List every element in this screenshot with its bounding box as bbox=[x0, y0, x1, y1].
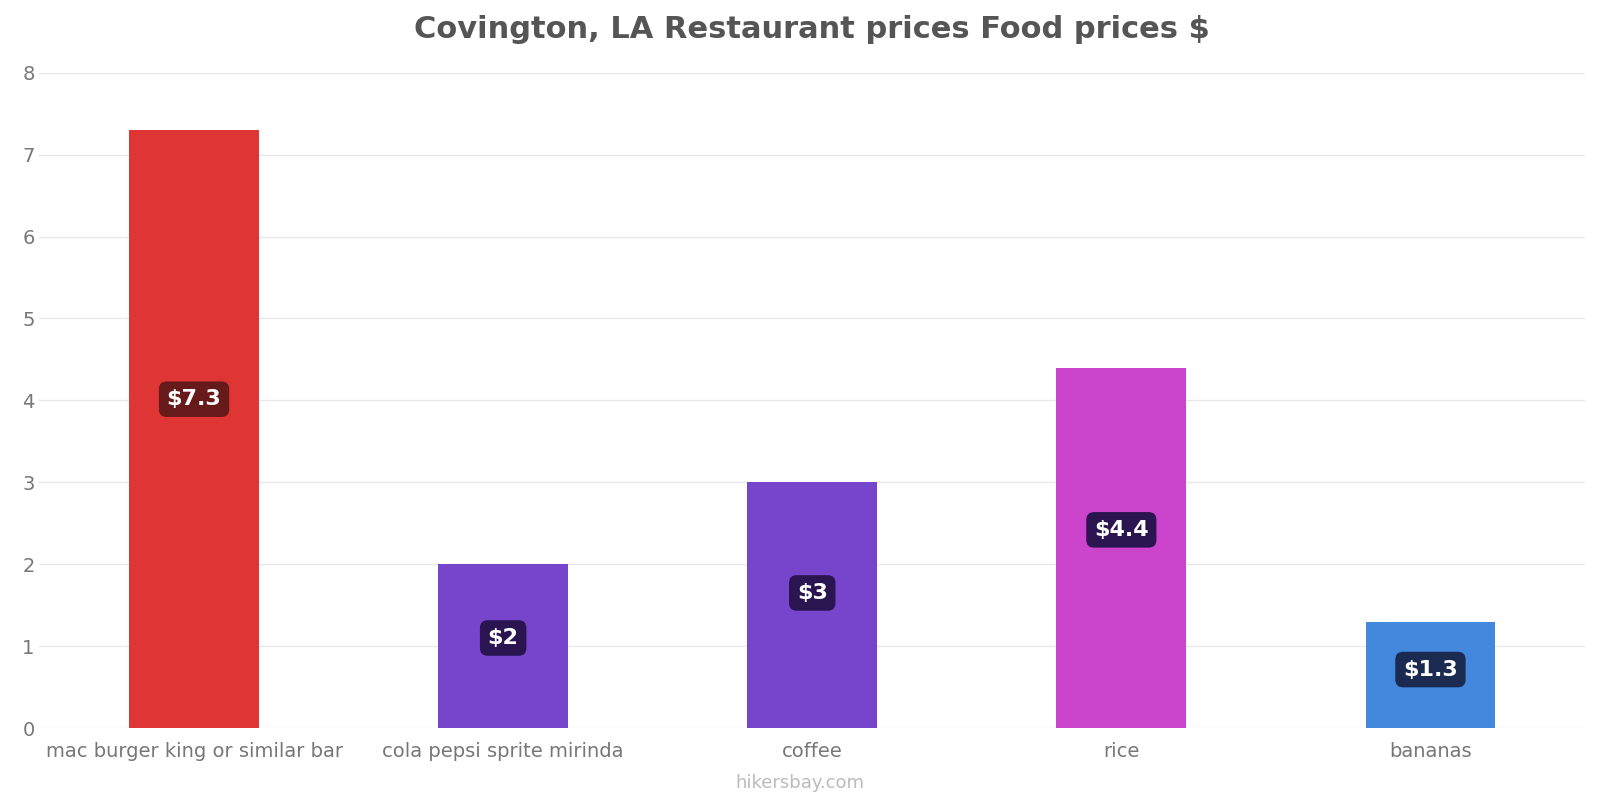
Title: Covington, LA Restaurant prices Food prices $: Covington, LA Restaurant prices Food pri… bbox=[414, 15, 1210, 44]
Bar bbox=[1056, 368, 1186, 728]
Text: $7.3: $7.3 bbox=[166, 389, 221, 409]
Text: $2: $2 bbox=[488, 628, 518, 648]
Text: $1.3: $1.3 bbox=[1403, 659, 1458, 679]
Bar bbox=[130, 130, 259, 728]
Bar bbox=[747, 482, 877, 728]
Text: $4.4: $4.4 bbox=[1094, 520, 1149, 540]
Text: hikersbay.com: hikersbay.com bbox=[736, 774, 864, 792]
Bar bbox=[1365, 622, 1496, 728]
Text: $3: $3 bbox=[797, 583, 827, 603]
Bar bbox=[438, 564, 568, 728]
